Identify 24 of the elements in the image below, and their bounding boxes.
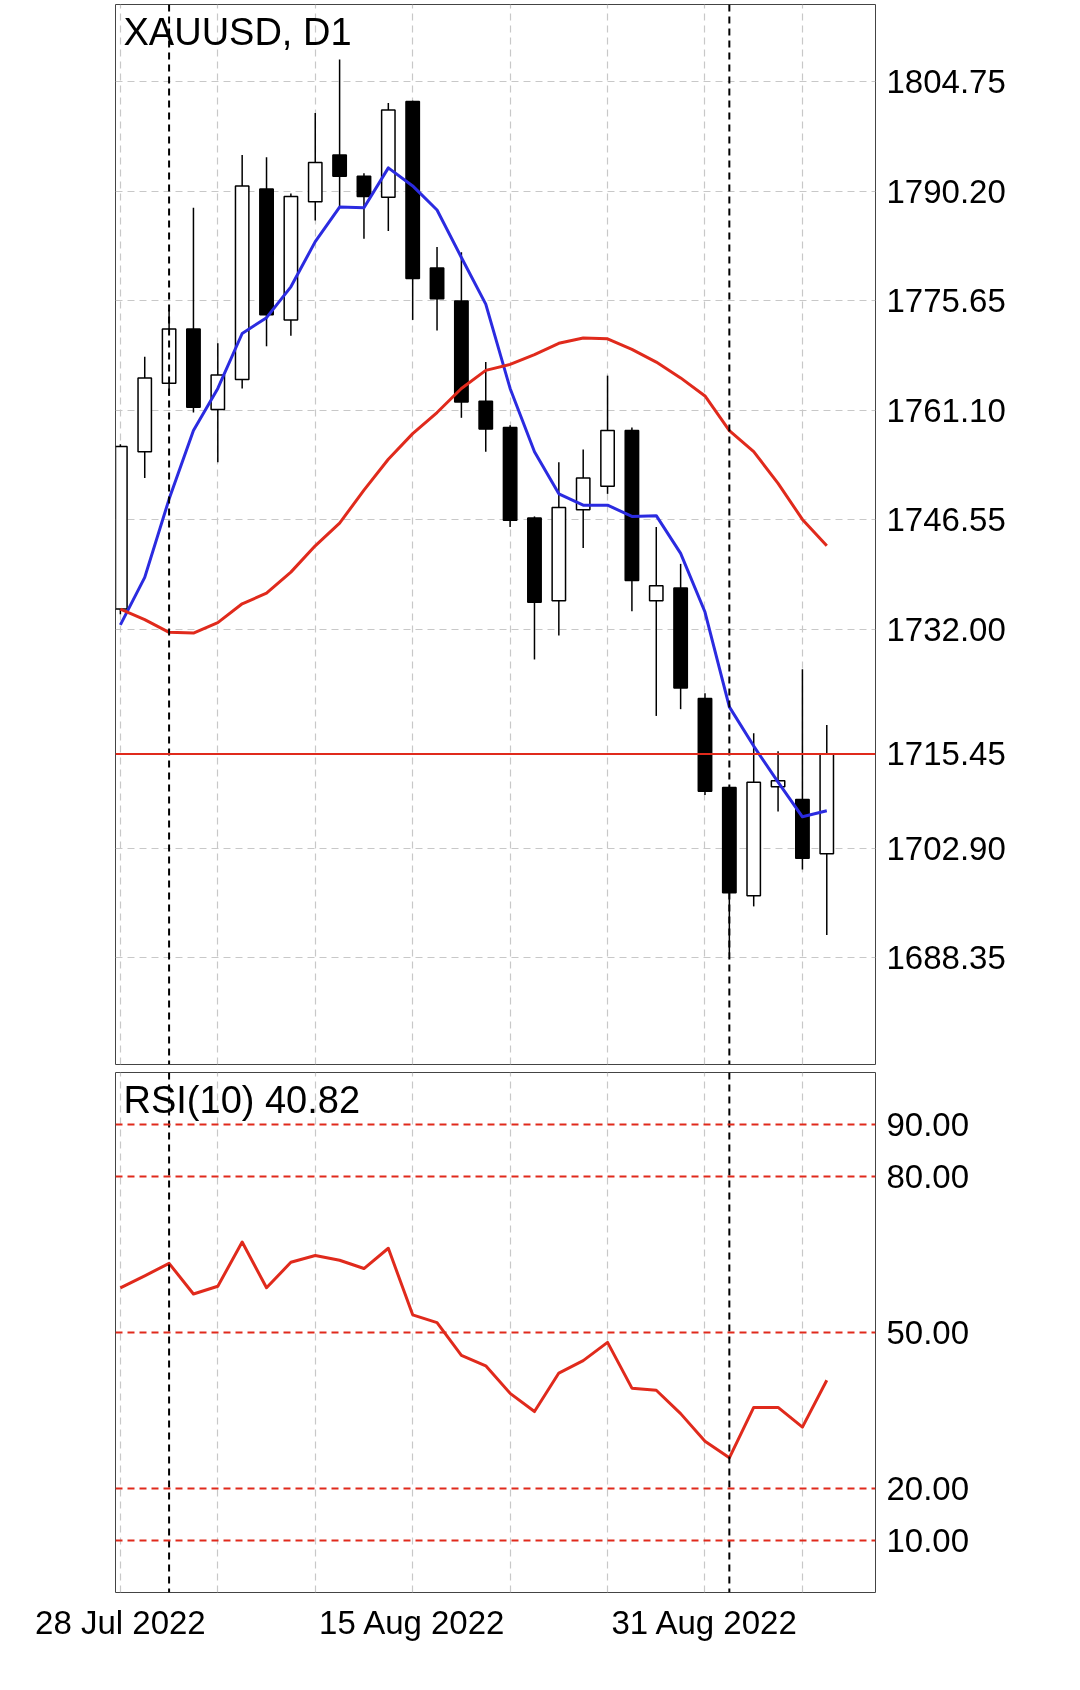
- y-tick-label: 1688.35: [886, 939, 1006, 977]
- y-tick-label: 10.00: [886, 1522, 970, 1559]
- y-tick-label: 1790.20: [886, 172, 1006, 210]
- chart-title: XAUUSD, D1: [123, 10, 352, 53]
- x-tick-label: 15 Aug 2022: [319, 1603, 505, 1641]
- x-tick-label: 31 Aug 2022: [611, 1603, 797, 1641]
- y-tick-label: 20.00: [886, 1470, 970, 1507]
- y-tick-label: 50.00: [886, 1314, 970, 1351]
- line-series: [118, 336, 829, 635]
- candlestick: [356, 172, 372, 240]
- line-series: [118, 166, 829, 819]
- ref-line-label: 1715.45: [886, 735, 1006, 773]
- y-tick-label: 1761.10: [886, 391, 1006, 429]
- y-tick-label: 1732.00: [886, 610, 1006, 648]
- y-tick-label: 80.00: [886, 1158, 970, 1195]
- chart-title: RSI(10) 40.82: [123, 1078, 361, 1121]
- candlestick: [332, 58, 348, 208]
- y-tick-label: 1702.90: [886, 829, 1006, 867]
- y-tick-label: 1746.55: [886, 501, 1006, 539]
- candlestick: [648, 526, 664, 717]
- x-tick-label: 28 Jul 2022: [35, 1603, 206, 1641]
- y-tick-label: 90.00: [886, 1106, 970, 1143]
- y-tick-label: 1775.65: [886, 282, 1006, 320]
- y-tick-label: 1804.75: [886, 63, 1006, 101]
